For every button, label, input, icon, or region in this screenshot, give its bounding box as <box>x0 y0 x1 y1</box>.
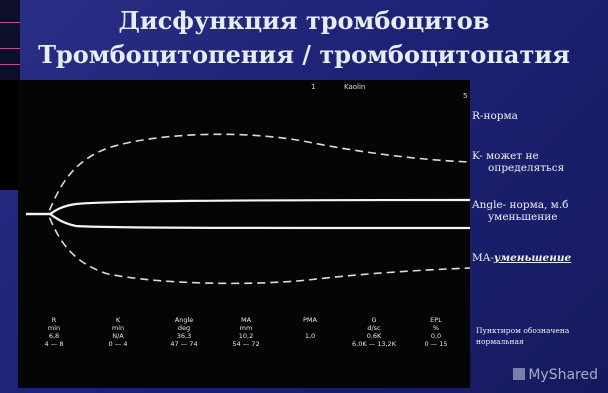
param-g-name: G <box>371 316 376 324</box>
watermark: MyShared <box>513 367 598 383</box>
param-ma-value: 10,2 <box>239 332 253 340</box>
param-g-unit: d/sc <box>367 324 381 332</box>
param-angle-value: 36,3 <box>177 332 191 340</box>
small-black-panel <box>0 80 20 190</box>
param-g-range: 6,0K — 13,2K <box>352 340 397 348</box>
param-k-unit: min <box>112 324 124 332</box>
param-r-value: 6,8 <box>49 332 59 340</box>
left-thumbnail-strip <box>0 0 20 80</box>
annotation-ma-prefix: MA- <box>472 252 494 264</box>
annotation-k-line1: K- может не <box>472 150 539 162</box>
annotation-note-line2: нормальная <box>476 337 524 346</box>
annotation-k: K- может не определяться <box>472 150 564 174</box>
title-line-1: Дисфункция тромбоцитов <box>118 6 490 35</box>
annotation-r: R-норма <box>472 110 518 122</box>
annotation-ma-emph: уменьшение <box>493 252 572 264</box>
normal-upper-dashed-curve <box>26 133 470 215</box>
top-label-right: 5 <box>463 92 467 100</box>
param-ma-name: MA <box>241 316 252 324</box>
annotation-ma: MA-уменьшение <box>472 252 571 264</box>
param-k-name: K <box>116 316 121 324</box>
param-k: K min N/A 0 — 4 <box>109 316 128 348</box>
param-r: R min 6,8 4 — 8 <box>45 316 64 348</box>
params-table: R min 6,8 4 — 8 K min N/A 0 — 4 Angle de… <box>45 316 448 348</box>
param-g-value: 0,6K <box>367 332 382 340</box>
annotation-angle: Angle- норма, м.б уменьшение <box>472 199 569 223</box>
param-r-range: 4 — 8 <box>45 340 64 348</box>
title-line-2: Тромбоцитопения / тромбоцитопатия <box>38 40 570 69</box>
param-ma-unit: mm <box>240 324 253 332</box>
slide-title: Дисфункция тромбоцитов Тромбоцитопения /… <box>0 4 608 72</box>
top-label-1: 1 <box>311 83 315 91</box>
param-angle: Angle deg 36,3 47 — 74 <box>170 316 197 348</box>
param-pma-name: PMA <box>303 316 318 324</box>
annotation-note: Пунктиром обозначена нормальная <box>476 325 569 347</box>
param-angle-name: Angle <box>175 316 194 324</box>
param-pma-value: 1,0 <box>305 332 315 340</box>
param-epl-unit: % <box>433 324 439 332</box>
teg-tracing: 1 Kaolin 5 R min 6,8 4 — 8 K min N/A 0 —… <box>26 83 470 348</box>
param-angle-range: 47 — 74 <box>170 340 197 348</box>
patient-lower-curve <box>26 212 470 230</box>
annotation-angle-line1: Angle- норма, м.б <box>472 199 569 211</box>
param-ma-range: 54 — 72 <box>232 340 259 348</box>
watermark-text: MyShared <box>528 367 598 383</box>
param-pma: PMA 1,0 <box>303 316 318 340</box>
teg-panel <box>18 80 470 388</box>
annotation-note-line1: Пунктиром обозначена <box>476 326 570 335</box>
normal-lower-dashed-curve <box>26 213 470 285</box>
param-g: G d/sc 0,6K 6,0K — 13,2K <box>352 316 397 348</box>
param-r-unit: min <box>48 324 60 332</box>
annotation-angle-line2: уменьшение <box>488 211 558 223</box>
param-ma: MA mm 10,2 54 — 72 <box>232 316 259 348</box>
annotation-k-line2: определяться <box>488 162 565 174</box>
param-epl-name: EPL <box>430 316 442 324</box>
patient-upper-curve <box>26 198 470 216</box>
param-k-range: 0 — 4 <box>109 340 128 348</box>
param-r-name: R <box>52 316 57 324</box>
param-epl: EPL % 0,0 0 — 15 <box>424 316 447 348</box>
watermark-logo-icon <box>513 368 526 380</box>
param-k-value: N/A <box>112 332 124 340</box>
param-epl-range: 0 — 15 <box>424 340 447 348</box>
top-label-kaolin: Kaolin <box>344 83 365 91</box>
param-epl-value: 0,0 <box>431 332 441 340</box>
param-angle-unit: deg <box>178 324 190 332</box>
